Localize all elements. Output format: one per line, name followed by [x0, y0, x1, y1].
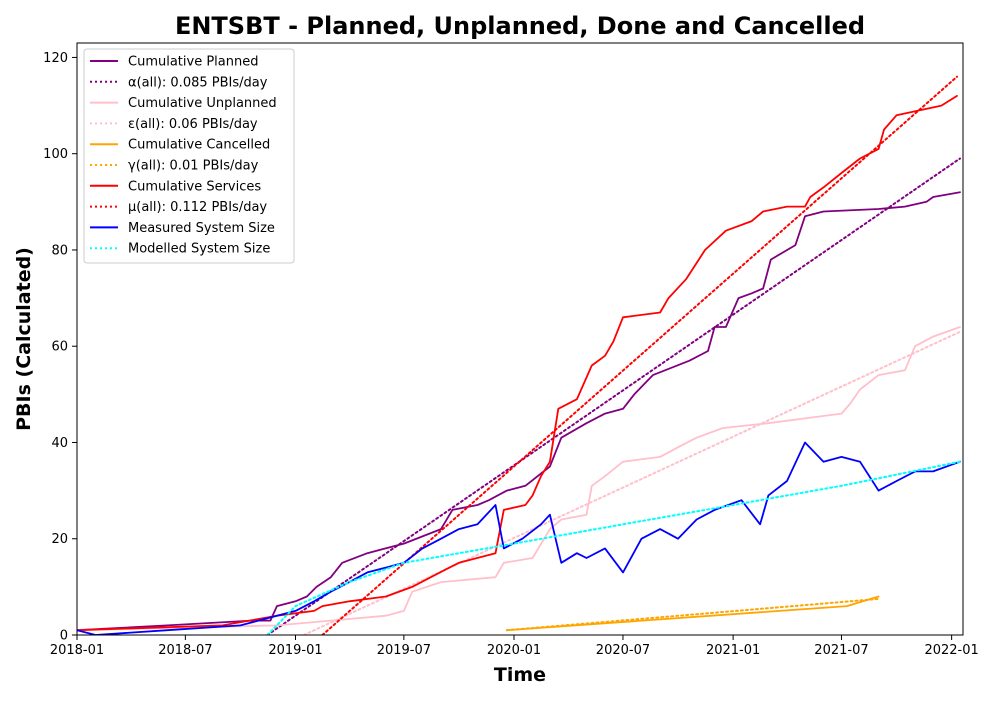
legend-label: Measured System Size	[128, 221, 275, 236]
y-tick-label: 0	[60, 629, 68, 644]
legend-label: γ(all): 0.01 PBIs/day	[128, 159, 259, 174]
legend-label: μ(all): 0.112 PBIs/day	[128, 200, 267, 215]
plot-frame	[76, 42, 964, 636]
x-tick-label: 2019-01	[268, 643, 322, 658]
y-axis-label: PBIs (Calculated)	[13, 247, 35, 431]
x-tick-label: 2018-07	[158, 643, 212, 658]
y-tick-label: 20	[51, 532, 68, 547]
legend-label: Cumulative Cancelled	[128, 138, 270, 153]
plot-series-group	[77, 75, 961, 635]
x-tick-label: 2018-01	[50, 643, 104, 658]
series-line-9	[266, 460, 961, 635]
chart-title: ENTSBT - Planned, Unplanned, Done and Ca…	[175, 12, 865, 40]
legend-label: ε(all): 0.06 PBIs/day	[128, 117, 258, 132]
y-tick-label: 120	[43, 51, 68, 66]
x-axis: 2018-01 2018-07 2019-01 2019-07 2020-01 2020-…	[50, 635, 979, 658]
x-tick-label: 2022-01	[924, 643, 978, 658]
legend-label: Modelled System Size	[128, 242, 270, 257]
series-line-2	[77, 326, 961, 632]
series-line-6	[77, 95, 958, 632]
x-tick-label: 2021-01	[706, 643, 760, 658]
x-axis-label: Time	[494, 664, 546, 686]
y-axis: 0 20 40 60 80 100 120	[43, 51, 77, 644]
series-line-3	[302, 330, 961, 635]
x-tick-label: 2020-01	[487, 643, 541, 658]
legend-label: Cumulative Unplanned	[128, 96, 277, 111]
x-tick-label: 2020-07	[596, 643, 650, 658]
x-tick-label: 2019-07	[377, 643, 431, 658]
y-tick-label: 80	[51, 243, 68, 258]
series-line-0	[77, 191, 961, 632]
legend-label: α(all): 0.085 PBIs/day	[128, 75, 268, 90]
legend-label: Cumulative Services	[128, 179, 261, 194]
series-line-5	[505, 597, 880, 632]
x-tick-label: 2021-07	[814, 643, 868, 658]
y-tick-label: 60	[51, 340, 68, 355]
legend: Cumulative Planned α(all): 0.085 PBIs/day…	[83, 48, 295, 264]
series-line-8	[77, 441, 961, 635]
legend-box	[83, 48, 295, 264]
y-tick-label: 40	[51, 436, 68, 451]
legend-label: Cumulative Planned	[128, 55, 258, 70]
y-tick-label: 100	[43, 147, 68, 162]
series-line-1	[266, 157, 961, 635]
series-line-7	[321, 75, 958, 635]
